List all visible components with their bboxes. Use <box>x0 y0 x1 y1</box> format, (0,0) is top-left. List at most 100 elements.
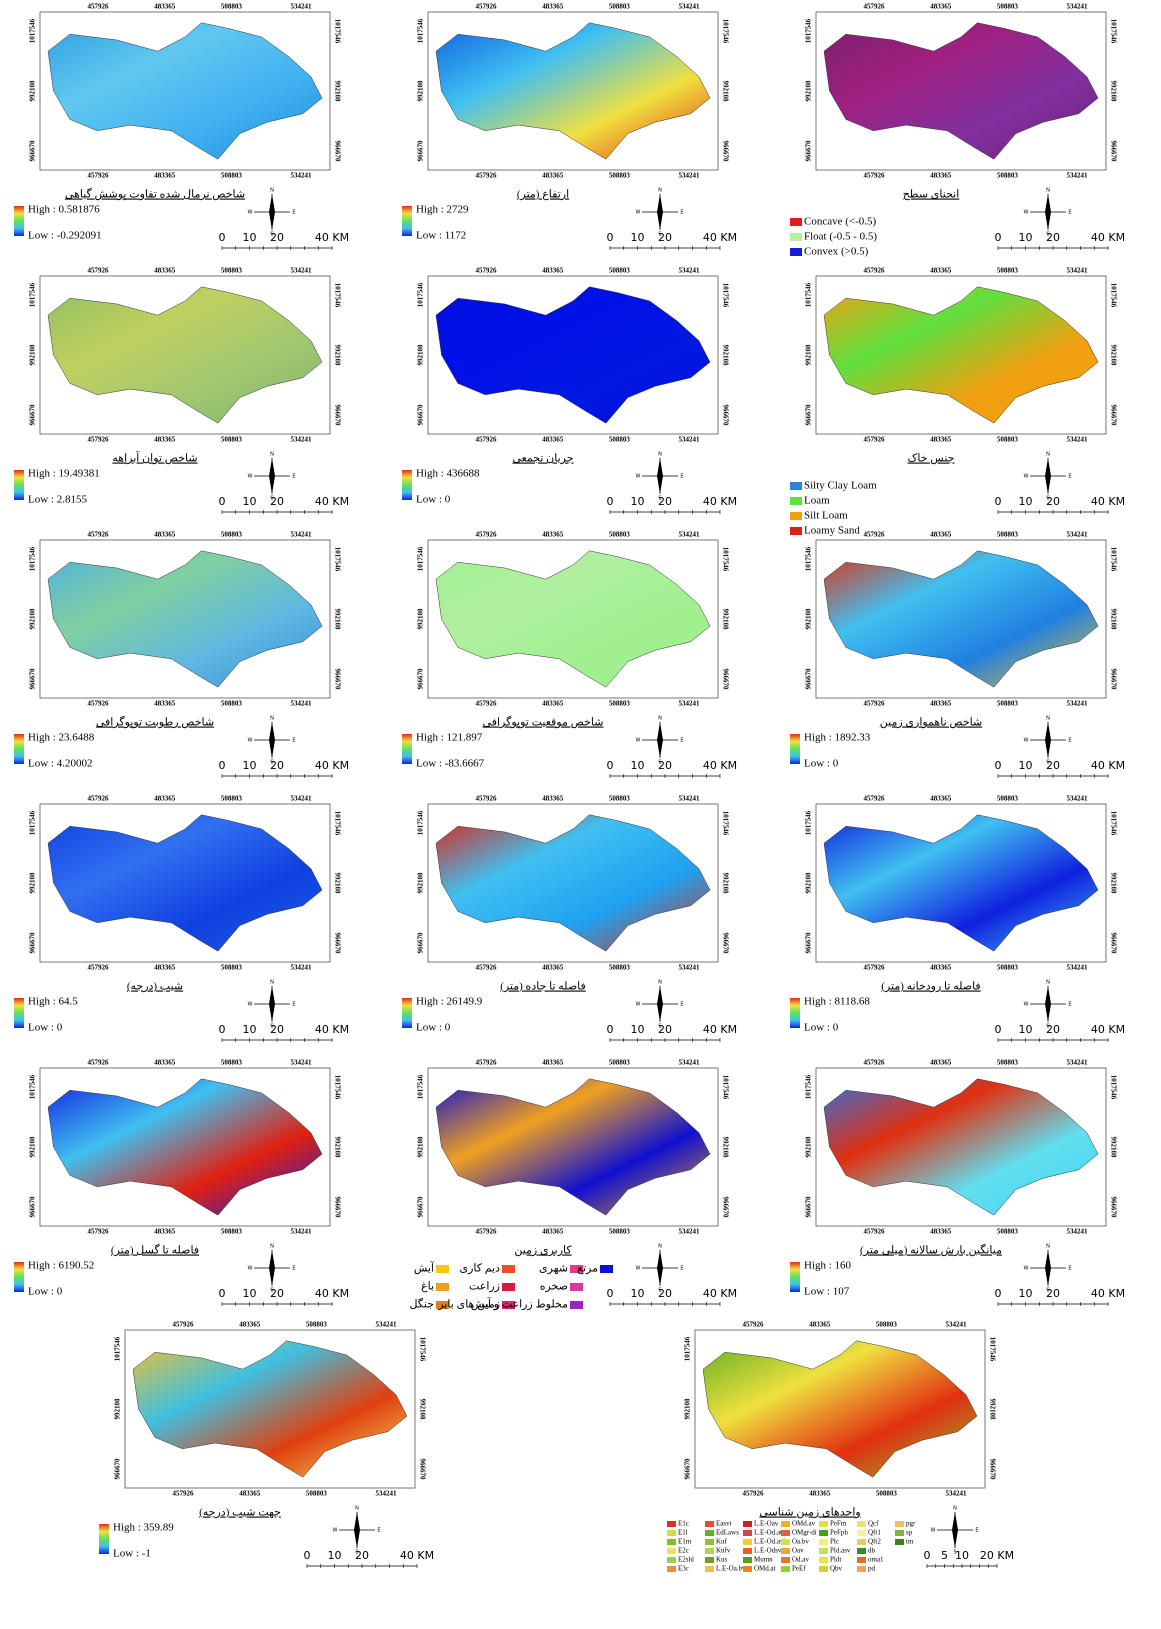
y-coordinate: 1017546 <box>29 1074 37 1099</box>
y-coordinate: 1017546 <box>988 1337 996 1362</box>
legend-swatch <box>790 233 802 241</box>
compass-w: W <box>636 474 641 480</box>
scale-label: 0 <box>995 1287 1002 1300</box>
scale-label: 20 KM <box>980 1549 1014 1562</box>
legend-swatch <box>857 1557 866 1563</box>
x-coordinate: 483365 <box>930 436 952 444</box>
y-coordinate: 966670 <box>333 141 341 163</box>
y-coordinate: 966670 <box>333 933 341 955</box>
x-coordinate: 483365 <box>542 1228 564 1236</box>
x-coordinate: 483365 <box>930 531 952 539</box>
map-title: میانگین بارش سالانه (میلی متر) <box>860 1244 1002 1257</box>
x-coordinate: 534241 <box>291 3 313 11</box>
x-coordinate: 534241 <box>1067 795 1089 803</box>
y-coordinate: 966670 <box>721 141 729 163</box>
compass-e: E <box>292 210 295 216</box>
legend-swatch <box>790 512 802 520</box>
y-coordinate: 1017546 <box>1109 547 1117 572</box>
x-coordinate: 457926 <box>88 3 110 11</box>
map-title: شاخص توان آبراهه <box>112 452 197 465</box>
scale-label: 40 KM <box>315 1287 349 1300</box>
x-coordinate: 508803 <box>609 172 631 180</box>
x-coordinate: 508803 <box>609 267 631 275</box>
y-coordinate: 966670 <box>333 669 341 691</box>
x-coordinate: 483365 <box>154 3 176 11</box>
y-coordinate: 1017546 <box>29 810 37 835</box>
color-ramp <box>14 998 24 1028</box>
legend-high: High : 26149.9 <box>416 996 483 1008</box>
y-coordinate: 1017546 <box>721 1075 729 1100</box>
x-coordinate: 457926 <box>864 436 886 444</box>
x-coordinate: 508803 <box>306 1490 328 1498</box>
legend-label: Convex (>0.5) <box>804 246 869 258</box>
legend-label: Oav <box>792 1547 804 1555</box>
x-coordinate: 508803 <box>609 531 631 539</box>
y-coordinate: 966670 <box>1109 933 1117 955</box>
x-coordinate: 508803 <box>221 3 243 11</box>
x-coordinate: 508803 <box>997 1059 1019 1067</box>
scale-label: 10 <box>631 231 645 244</box>
legend-swatch <box>819 1530 828 1536</box>
map-title: کاربری زمین <box>514 1245 572 1257</box>
x-coordinate: 508803 <box>997 267 1019 275</box>
x-coordinate: 457926 <box>88 1059 110 1067</box>
x-coordinate: 483365 <box>154 964 176 972</box>
legend-label: Od.av <box>792 1556 809 1564</box>
color-ramp <box>14 470 24 500</box>
map-title: فاصله تا جاده (متر) <box>500 981 586 993</box>
x-coordinate: 534241 <box>679 795 701 803</box>
compass-e: E <box>292 1002 295 1008</box>
legend-label: Pldt <box>830 1556 841 1564</box>
legend-label: oma1 <box>868 1556 884 1564</box>
compass-e: E <box>680 1266 683 1272</box>
x-coordinate: 483365 <box>154 1059 176 1067</box>
legend-swatch <box>502 1265 515 1273</box>
legend-label: E2shl <box>678 1556 694 1564</box>
y-coordinate: 1017546 <box>684 1336 692 1361</box>
legend-high: High : 0.581876 <box>28 204 100 216</box>
y-coordinate: 1017546 <box>29 546 37 571</box>
legend-label: Kus <box>716 1556 728 1564</box>
x-coordinate: 457926 <box>864 1059 886 1067</box>
map-title: ارتفاع (متر) <box>517 189 569 201</box>
x-coordinate: 508803 <box>221 172 243 180</box>
scale-label: 10 <box>1019 1287 1033 1300</box>
y-coordinate: 992108 <box>114 1398 122 1420</box>
compass-e: E <box>1068 474 1071 480</box>
scale-label: 40 KM <box>703 231 737 244</box>
legend-high: High : 2729 <box>416 204 469 216</box>
y-coordinate: 992108 <box>721 1137 729 1159</box>
y-coordinate: 992108 <box>417 608 425 630</box>
x-coordinate: 508803 <box>609 436 631 444</box>
y-coordinate: 966670 <box>417 404 425 426</box>
legend-high: High : 23.6488 <box>28 732 95 744</box>
x-coordinate: 508803 <box>609 1228 631 1236</box>
compass-w: W <box>931 1528 936 1534</box>
x-coordinate: 508803 <box>221 964 243 972</box>
legend-label: Qft2 <box>868 1538 881 1546</box>
legend-label: E2c <box>678 1547 689 1555</box>
scale-label: 10 <box>1019 495 1033 508</box>
x-coordinate: 457926 <box>864 3 886 11</box>
legend-label: Float (-0.5 - 0.5) <box>804 231 877 243</box>
y-coordinate: 992108 <box>988 1399 996 1421</box>
y-coordinate: 992108 <box>29 1136 37 1158</box>
legend-swatch <box>781 1539 790 1545</box>
x-coordinate: 457926 <box>476 3 498 11</box>
y-coordinate: 992108 <box>417 1136 425 1158</box>
x-coordinate: 508803 <box>997 964 1019 972</box>
figure: 457926 457926 483365 483365 508803 508803 5342… <box>0 0 1161 1629</box>
y-coordinate: 992108 <box>805 872 813 894</box>
legend-swatch <box>667 1521 676 1527</box>
compass-e: E <box>1068 738 1071 744</box>
compass-n: N <box>1046 188 1050 194</box>
legend-label: Kuf <box>716 1538 728 1546</box>
legend-label: Loam <box>804 495 830 507</box>
legend-swatch <box>436 1283 449 1291</box>
color-ramp <box>14 734 24 764</box>
y-coordinate: 1017546 <box>805 282 813 307</box>
legend-low: Low : 2.8155 <box>28 494 87 506</box>
color-ramp <box>402 998 412 1028</box>
y-coordinate: 966670 <box>988 1459 996 1481</box>
x-coordinate: 534241 <box>1067 1059 1089 1067</box>
